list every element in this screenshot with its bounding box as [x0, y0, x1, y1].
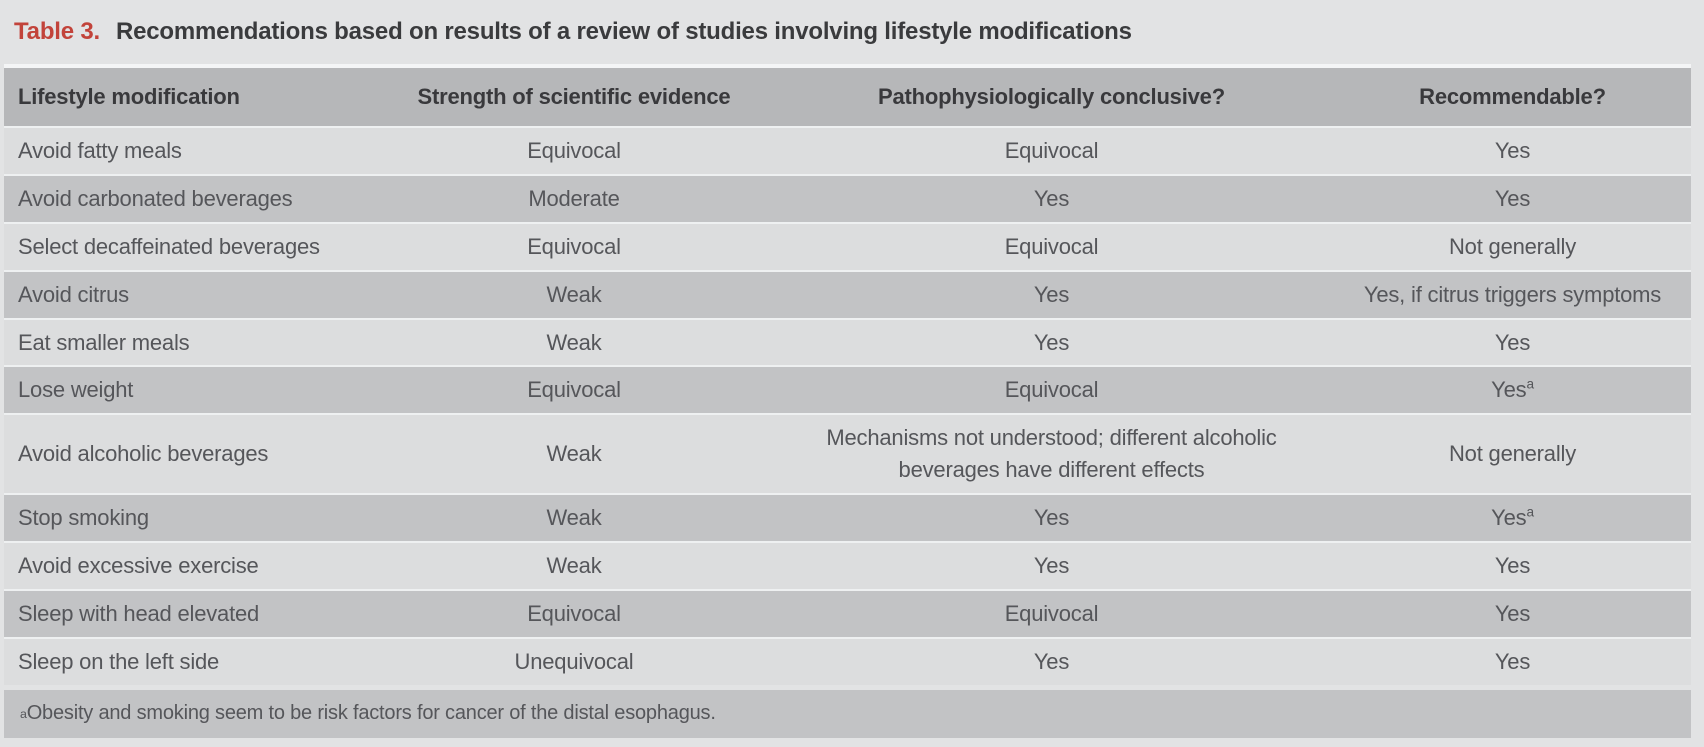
column-header-strength-of-evidence: Strength of scientific evidence [417, 84, 731, 110]
cell-recommendable: Yesa [1491, 504, 1534, 531]
cell-lifestyle-modification: Stop smoking [18, 505, 149, 531]
table-footnote: a Obesity and smoking seem to be risk fac… [4, 689, 1691, 738]
cell-strength-of-evidence: Moderate [528, 185, 620, 211]
cell-strength-of-evidence: Weak [546, 329, 602, 355]
table-row: Stop smoking Weak Yes Yesa [4, 493, 1691, 542]
cell-lifestyle-modification: Avoid fatty meals [18, 138, 182, 163]
cell-recommendable: Yes [1494, 553, 1531, 579]
table-row: Sleep with head elevated Equivocal Equivoc… [4, 588, 1691, 637]
cell-lifestyle-modification: Select decaffeinated beverages [18, 233, 320, 259]
cell-pathophysiologically-conclusive: Yes [1033, 505, 1070, 531]
table-row: Avoid fatty meals Equivocal Equivocal Yes [4, 126, 1691, 174]
cell-recommendable: Yes [1494, 185, 1531, 211]
table-row: Select decaffeinated beverages Equivocal E… [4, 221, 1691, 270]
table-row: Avoid citrus Weak Yes Yes, if citrus trigge… [4, 269, 1691, 318]
cell-lifestyle-modification: Eat smaller meals [18, 329, 190, 355]
table-row: Avoid excessive exercise Weak Yes Yes [4, 541, 1691, 589]
table-title: Table 3. Recommendations based on result… [0, 0, 1704, 64]
column-header-pathophysiologically-conclusive: Pathophysiologically conclusive? [878, 84, 1225, 110]
cell-recommendable: Yes [1494, 648, 1531, 674]
table-row: Sleep on the left side Unequivocal Yes Yes [4, 636, 1691, 685]
cell-strength-of-evidence: Weak [546, 441, 602, 467]
table-row: Avoid carbonated beverages Moderate Yes Yes [4, 173, 1691, 222]
cell-pathophysiologically-conclusive: Equivocal [1004, 138, 1099, 163]
cell-strength-of-evidence: Equivocal [527, 377, 621, 403]
cell-lifestyle-modification: Avoid excessive exercise [18, 553, 259, 579]
cell-strength-of-evidence: Weak [546, 281, 602, 307]
cell-pathophysiologically-conclusive: Mechanisms not understood; different alc… [826, 425, 1277, 483]
cell-recommendable: Yesa [1491, 377, 1534, 403]
cell-strength-of-evidence: Unequivocal [514, 648, 634, 674]
table-row: Avoid alcoholic beverages Weak Mechanisms … [4, 413, 1691, 494]
cell-strength-of-evidence: Equivocal [527, 138, 621, 163]
recommendations-table: Lifestyle modification Strength of scien… [4, 64, 1691, 738]
cell-lifestyle-modification: Lose weight [18, 377, 134, 403]
cell-pathophysiologically-conclusive: Yes [1033, 553, 1070, 579]
cell-lifestyle-modification: Avoid alcoholic beverages [18, 441, 269, 467]
cell-lifestyle-modification: Sleep on the left side [18, 648, 220, 674]
cell-recommendable: Yes, if citrus triggers symptoms [1363, 281, 1662, 307]
cell-pathophysiologically-conclusive: Yes [1033, 648, 1070, 674]
cell-recommendable: Yes [1494, 138, 1531, 163]
cell-pathophysiologically-conclusive: Equivocal [1004, 600, 1099, 626]
cell-lifestyle-modification: Sleep with head elevated [18, 600, 260, 626]
cell-recommendable: Not generally [1448, 441, 1577, 467]
cell-pathophysiologically-conclusive: Yes [1033, 281, 1070, 307]
table-body: Avoid fatty meals Equivocal Equivocal Yes Av… [4, 126, 1691, 685]
table-row: Lose weight Equivocal Equivocal Yesa [4, 365, 1691, 414]
cell-pathophysiologically-conclusive: Equivocal [1004, 233, 1099, 259]
cell-strength-of-evidence: Weak [546, 553, 602, 579]
cell-lifestyle-modification: Avoid carbonated beverages [18, 185, 293, 211]
cell-pathophysiologically-conclusive: Yes [1033, 185, 1070, 211]
cell-pathophysiologically-conclusive: Equivocal [1004, 377, 1099, 403]
column-header-recommendable: Recommendable? [1419, 84, 1606, 110]
table-title-text: Recommendations based on results of a re… [116, 18, 1132, 45]
cell-strength-of-evidence: Equivocal [527, 233, 621, 259]
table-header-row: Lifestyle modification Strength of scien… [4, 64, 1691, 126]
cell-strength-of-evidence: Equivocal [527, 600, 621, 626]
column-header-lifestyle-modification: Lifestyle modification [18, 84, 240, 110]
cell-strength-of-evidence: Weak [546, 505, 602, 531]
cell-recommendable: Not generally [1448, 233, 1577, 259]
table-row: Eat smaller meals Weak Yes Yes [4, 317, 1691, 366]
cell-pathophysiologically-conclusive: Yes [1033, 329, 1070, 355]
cell-recommendable: Yes [1494, 600, 1531, 626]
cell-recommendable: Yes [1494, 329, 1531, 355]
table-number-label: Table 3. [14, 18, 100, 45]
cell-lifestyle-modification: Avoid citrus [18, 281, 129, 307]
